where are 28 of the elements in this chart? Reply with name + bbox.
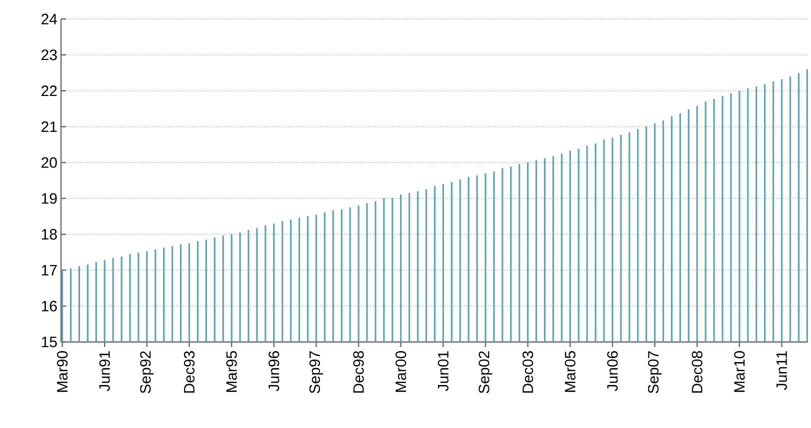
y-tick-label: 21 (42, 121, 57, 132)
y-tick-label: 23 (42, 50, 57, 60)
x-tick-label: Dec93 (184, 351, 195, 393)
x-tick-label: Dec08 (692, 351, 702, 393)
x-tick-label: Sep97 (309, 351, 323, 394)
x-tick-label: Dec98 (353, 351, 364, 393)
y-tick-label: 19 (42, 193, 57, 204)
x-tick-label: Sep07 (648, 351, 662, 394)
x-tick-label: Sep02 (478, 351, 492, 394)
x-tick-label: Jun11 (776, 351, 787, 390)
x-tick-label: Mar95 (226, 351, 237, 392)
x-tick-label: Mar05 (564, 351, 576, 392)
x-tick-label: Jun01 (438, 351, 448, 392)
y-tick-label: 18 (42, 229, 57, 240)
y-tick-label: 16 (42, 300, 57, 312)
x-tick-label: Mar10 (734, 351, 745, 392)
x-tick-label: Mar00 (396, 351, 406, 392)
x-tick-label: Jun06 (607, 351, 618, 392)
x-tick-label: Dec03 (522, 351, 534, 393)
x-tick-label: Jun96 (268, 351, 280, 392)
y-tick-label: 20 (42, 157, 57, 168)
x-tick-label: Sep92 (140, 351, 154, 394)
y-tick-label: 15 (42, 336, 57, 348)
x-tick-label: Mar90 (56, 351, 68, 392)
x-tick-label: Jun91 (99, 351, 110, 392)
y-tick-label: 24 (42, 14, 58, 24)
y-tick-label: 17 (42, 265, 57, 276)
y-tick-label: 22 (42, 86, 57, 96)
